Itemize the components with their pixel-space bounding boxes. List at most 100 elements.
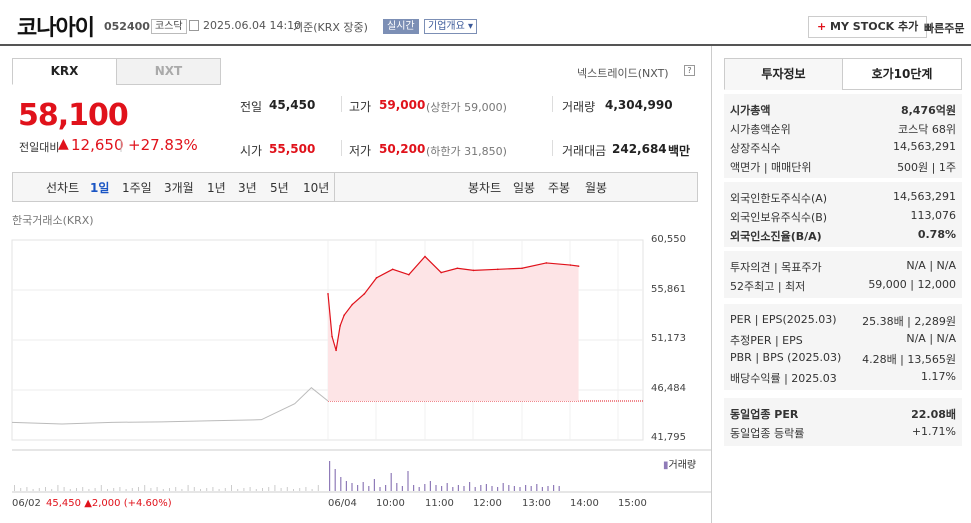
tab-orderbook[interactable]: 호가10단계 xyxy=(842,58,962,90)
volume-bar xyxy=(293,489,294,491)
volume-bar xyxy=(138,487,139,491)
volume-bar xyxy=(463,486,465,491)
volume-bar xyxy=(38,488,40,491)
mystock-label: MY STOCK 추가 xyxy=(830,20,919,33)
tab-nxt[interactable]: NXT xyxy=(116,58,221,85)
volume-bar xyxy=(69,489,71,491)
volume-bar xyxy=(88,489,90,491)
volume-bar xyxy=(57,485,59,491)
mystock-add-button[interactable]: + MY STOCK 추가 xyxy=(808,16,928,38)
volume-bar xyxy=(541,487,543,491)
data-point xyxy=(331,335,333,338)
data-point xyxy=(408,273,410,276)
period-1y[interactable]: 1년 xyxy=(207,181,226,195)
volume-bar xyxy=(249,487,251,491)
lower-limit: (하한가 31,850) xyxy=(426,145,507,158)
divider xyxy=(341,140,342,156)
volume-bar xyxy=(491,486,493,491)
x-tick: 11:00 xyxy=(425,498,454,509)
x-tick-prev-date: 06/02 xyxy=(12,498,41,509)
amount-unit: 백만 xyxy=(668,144,691,158)
volume-bar xyxy=(446,483,448,491)
volume-bar xyxy=(150,488,152,491)
volume-bar xyxy=(525,485,527,491)
realtime-badge[interactable]: 실시간 xyxy=(383,19,419,34)
volume-bar xyxy=(357,485,359,491)
period-10y[interactable]: 10년 xyxy=(303,181,330,195)
period-3m[interactable]: 3개월 xyxy=(164,181,194,195)
prev-value: 45,450 xyxy=(269,98,316,112)
divider: | xyxy=(119,138,124,152)
info-row: 외국인한도주식수(A) 14,563,291 xyxy=(730,190,956,205)
volume-bar xyxy=(200,489,201,491)
period-1d[interactable]: 1일 xyxy=(90,181,110,195)
volume-bar xyxy=(119,487,121,491)
volume-bar xyxy=(334,469,336,491)
volume-bar xyxy=(373,479,375,491)
volume-bar xyxy=(255,489,257,491)
prev-day-line xyxy=(11,387,329,425)
market-cap-box: 시가총액 8,476억원 시가총액순위 코스닥 68위 상장주식수 14,563,29… xyxy=(724,94,962,178)
volume-bar xyxy=(329,461,331,491)
volume-bar xyxy=(508,485,510,491)
invest-panel: 투자정보 호가10단계 시가총액 8,476억원 시가총액순위 코스닥 68위 상장… xyxy=(711,46,971,523)
company-info-button[interactable]: 기업개요 ▾ xyxy=(424,19,478,34)
y-tick: 46,484 xyxy=(651,383,686,394)
data-point xyxy=(496,268,499,271)
quick-order-link[interactable]: 빠른주문 xyxy=(924,22,965,35)
line-chart-label: 선차트 xyxy=(46,181,80,195)
candle-chart-label: 봉차트 xyxy=(468,181,502,195)
volume-bar xyxy=(262,488,263,491)
upper-limit: (상한가 59,000) xyxy=(426,101,507,114)
volume-legend: ▮거래량 xyxy=(663,460,697,471)
open-value: 55,500 xyxy=(269,142,316,156)
x-tick: 14:00 xyxy=(570,498,599,509)
help-icon[interactable]: ? xyxy=(684,65,695,76)
info-row: 투자의견 | 목표주가 N/A | N/A xyxy=(730,259,956,274)
today-area xyxy=(328,256,579,402)
prev-close-footer: 45,450 ▲2,000 (+4.60%) xyxy=(46,498,172,509)
period-monthly[interactable]: 월봉 xyxy=(585,181,608,195)
divider xyxy=(341,96,342,112)
price-chart[interactable] xyxy=(0,0,711,523)
info-row: 외국인소진율(B/A) 0.78% xyxy=(730,228,956,243)
volume-bar xyxy=(385,485,387,491)
volume-bar xyxy=(20,488,22,491)
valuation-box: PER | EPS(2025.03) 25.38배 | 2,289원 추정PER … xyxy=(724,304,962,390)
period-weekly[interactable]: 주봉 xyxy=(548,181,571,195)
volume-bar xyxy=(502,483,504,491)
volume-bar xyxy=(181,489,183,491)
volume-bar xyxy=(193,487,195,491)
data-point xyxy=(545,262,548,264)
volume-bar xyxy=(311,489,313,491)
data-point xyxy=(351,303,354,306)
volume-value: 4,304,990 xyxy=(605,98,673,112)
divider xyxy=(552,140,553,156)
volume-bar xyxy=(345,481,347,491)
volume-bar xyxy=(280,488,282,491)
volume-bar xyxy=(435,485,437,491)
x-tick: 10:00 xyxy=(376,498,405,509)
opinion-box: 투자의견 | 목표주가 N/A | N/A 52주최고 | 최저 59,000 | … xyxy=(724,251,962,298)
high-value: 59,000 xyxy=(379,98,426,112)
period-1w[interactable]: 1주일 xyxy=(122,181,152,195)
volume-bar xyxy=(379,487,381,491)
volume-bar xyxy=(224,488,226,491)
y-tick: 51,173 xyxy=(651,333,686,344)
period-5y[interactable]: 5년 xyxy=(270,181,289,195)
volume-bar xyxy=(497,487,499,491)
period-3y[interactable]: 3년 xyxy=(238,181,257,195)
volume-bar xyxy=(274,485,276,491)
plus-icon: + xyxy=(817,20,831,33)
divider xyxy=(334,173,335,201)
volume-bar xyxy=(418,487,420,491)
current-price: 58,100 xyxy=(18,98,129,133)
x-tick: 12:00 xyxy=(473,498,502,509)
volume-bar xyxy=(317,485,319,491)
period-daily[interactable]: 일봉 xyxy=(513,181,536,195)
info-row: 52주최고 | 최저 59,000 | 12,000 xyxy=(730,278,956,293)
tab-invest-info[interactable]: 투자정보 xyxy=(724,58,843,90)
volume-bar xyxy=(175,487,177,491)
volume-bar xyxy=(231,485,232,491)
data-point xyxy=(569,264,572,266)
